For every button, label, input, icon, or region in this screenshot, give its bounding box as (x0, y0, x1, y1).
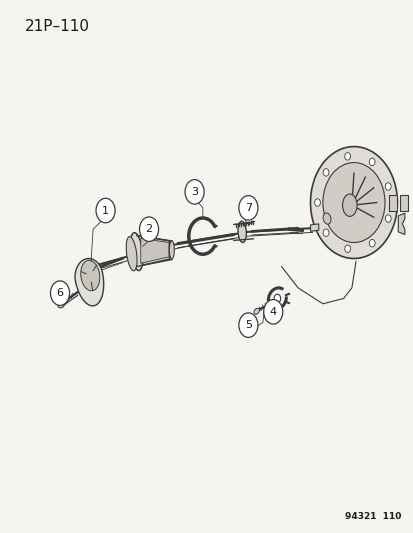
Ellipse shape (322, 213, 330, 224)
Circle shape (314, 199, 320, 206)
Circle shape (344, 152, 350, 160)
Ellipse shape (342, 194, 356, 216)
Circle shape (323, 229, 328, 237)
Ellipse shape (169, 241, 174, 259)
Text: 1: 1 (102, 206, 109, 215)
Ellipse shape (57, 300, 65, 308)
Circle shape (238, 196, 257, 220)
Circle shape (185, 180, 204, 204)
Text: 7: 7 (244, 203, 252, 213)
Polygon shape (140, 238, 169, 263)
Polygon shape (75, 259, 103, 306)
Ellipse shape (126, 237, 137, 271)
Ellipse shape (237, 221, 246, 243)
Circle shape (263, 300, 282, 324)
FancyBboxPatch shape (399, 195, 407, 211)
Circle shape (385, 215, 390, 222)
Polygon shape (397, 213, 404, 235)
Text: 94321  110: 94321 110 (344, 512, 401, 521)
Circle shape (50, 281, 69, 305)
Text: 4: 4 (269, 307, 276, 317)
Circle shape (139, 217, 158, 241)
Polygon shape (136, 236, 169, 266)
Circle shape (238, 313, 257, 337)
Circle shape (368, 158, 374, 166)
FancyBboxPatch shape (388, 195, 396, 211)
Ellipse shape (81, 260, 100, 291)
Circle shape (323, 168, 328, 176)
Text: 5: 5 (244, 320, 251, 330)
Circle shape (322, 163, 384, 243)
Circle shape (344, 245, 350, 253)
Text: 6: 6 (57, 288, 63, 298)
Circle shape (310, 147, 396, 259)
Text: 2: 2 (145, 224, 152, 234)
Circle shape (273, 294, 280, 303)
Text: 21P–110: 21P–110 (25, 19, 90, 34)
Ellipse shape (130, 232, 142, 271)
Polygon shape (310, 224, 318, 231)
Circle shape (368, 239, 374, 247)
Text: 3: 3 (191, 187, 197, 197)
Circle shape (385, 183, 390, 190)
Ellipse shape (253, 308, 259, 314)
Circle shape (96, 198, 115, 223)
